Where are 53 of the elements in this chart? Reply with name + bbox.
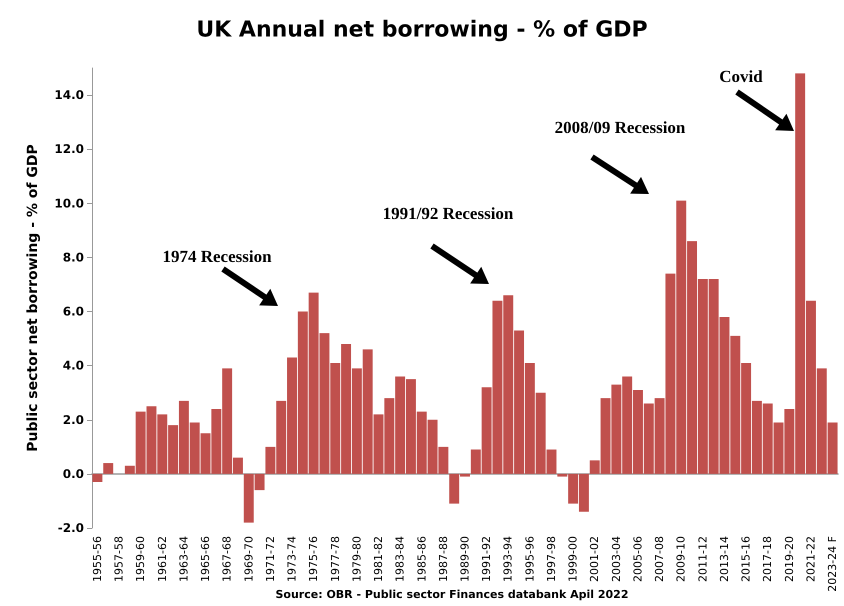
y-tick-label: 8.0 bbox=[62, 250, 84, 264]
annotation: 1991/92 Recession bbox=[382, 204, 514, 223]
x-tick-label: 2021-22 bbox=[804, 536, 818, 582]
x-tick-label: 1957-58 bbox=[112, 536, 126, 582]
annotation: Covid bbox=[719, 66, 764, 86]
x-tick-label: 2003-04 bbox=[610, 536, 623, 582]
x-tick-label: 2019-20 bbox=[782, 536, 796, 582]
bar bbox=[103, 463, 114, 474]
x-tick-label: 1989-90 bbox=[458, 536, 472, 582]
x-tick-label: 1997-98 bbox=[544, 536, 558, 582]
x-tick-label: 1973-74 bbox=[286, 536, 299, 582]
y-tick-label: 10.0 bbox=[54, 196, 84, 210]
x-tick-label: 1981-82 bbox=[372, 536, 386, 582]
x-tick-label: 1975-76 bbox=[307, 536, 320, 582]
x-tick-label: 2013-14 bbox=[718, 536, 731, 582]
x-tick-label: 2023-24 F bbox=[826, 536, 840, 592]
y-tick-label: -2.0 bbox=[58, 521, 84, 535]
y-tick-label: 6.0 bbox=[62, 304, 84, 319]
y-axis-title: Public sector net borrowing - % of GDP bbox=[25, 144, 41, 452]
x-tick-label: 1993-94 bbox=[502, 536, 515, 582]
x-tick-label: 1969-70 bbox=[242, 536, 256, 582]
y-tick-label: 14.0 bbox=[54, 88, 84, 102]
x-tick-label: 1987-88 bbox=[436, 536, 450, 582]
x-tick-label: 1999-00 bbox=[566, 536, 580, 582]
x-tick-label: 1991-92 bbox=[480, 536, 494, 582]
y-tick-label: 12.0 bbox=[54, 142, 84, 156]
chart-title: UK Annual net borrowing - % of GDP bbox=[196, 18, 648, 42]
x-tick-label: 2015-16 bbox=[740, 536, 753, 582]
y-tick-label: 4.0 bbox=[62, 358, 84, 373]
x-tick-label: 1961-62 bbox=[156, 536, 169, 582]
annotation: 2008/09 Recession bbox=[554, 118, 686, 137]
x-tick-label: 2009-10 bbox=[674, 536, 688, 582]
x-tick-label: 2007-08 bbox=[653, 536, 666, 582]
y-tick-label: 2.0 bbox=[62, 412, 84, 427]
annotation: 1974 Recession bbox=[162, 246, 272, 266]
x-tick-label: 1985-86 bbox=[415, 536, 428, 582]
x-tick-label: 1977-78 bbox=[328, 536, 342, 582]
x-tick-label: 1963-64 bbox=[177, 536, 190, 582]
x-tick-label: 2005-06 bbox=[631, 536, 644, 582]
x-tick-label: 1959-60 bbox=[134, 536, 148, 582]
x-tick-label: 2017-18 bbox=[761, 536, 774, 582]
x-tick-label: 1971-72 bbox=[264, 536, 277, 582]
bar bbox=[92, 474, 102, 482]
x-tick-label: 1965-66 bbox=[199, 536, 212, 582]
source-note: Source: OBR - Public sector Finances databank Apil 2022 bbox=[276, 588, 628, 601]
x-tick-label: 1955-56 bbox=[90, 536, 104, 582]
x-tick-label: 1995-96 bbox=[523, 536, 536, 582]
y-tick-label: 0.0 bbox=[62, 466, 84, 481]
x-tick-label: 1979-80 bbox=[350, 536, 364, 582]
x-tick-label: 1967-68 bbox=[220, 536, 234, 582]
x-tick-label: 2001-02 bbox=[588, 536, 602, 582]
x-tick-label: 2011-12 bbox=[696, 536, 710, 582]
x-tick-label: 1983-84 bbox=[394, 536, 407, 582]
